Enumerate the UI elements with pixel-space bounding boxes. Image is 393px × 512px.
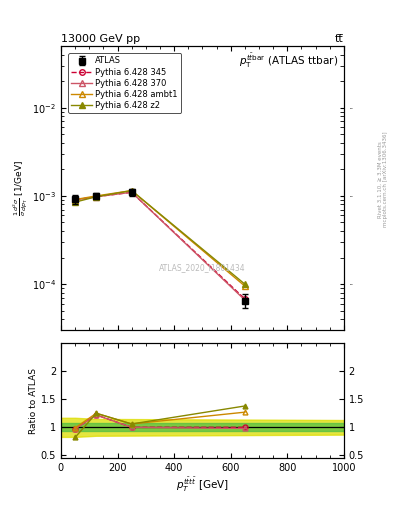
Pythia 6.428 370 [242,297,247,303]
Text: 13000 GeV pp: 13000 GeV pp [61,33,140,44]
Text: mcplots.cern.ch [arXiv:1306.3436]: mcplots.cern.ch [arXiv:1306.3436] [383,132,387,227]
Pythia 6.428 z2 [129,187,134,194]
Pythia 6.428 ambt1 [129,187,134,194]
X-axis label: $p^{t\bar{t}t\bar{t}}_T$ [GeV]: $p^{t\bar{t}t\bar{t}}_T$ [GeV] [176,476,229,494]
Pythia 6.428 z2 [242,281,247,287]
Y-axis label: $\frac{1}{\sigma}\frac{d^2\sigma}{dp_{\rm T}}$ [1/GeV]: $\frac{1}{\sigma}\frac{d^2\sigma}{dp_{\r… [12,160,31,216]
Pythia 6.428 ambt1 [94,193,99,199]
Pythia 6.428 z2 [94,194,99,200]
Pythia 6.428 ambt1 [242,283,247,289]
Text: ATLAS_2020_I1801434: ATLAS_2020_I1801434 [159,263,246,272]
Line: Pythia 6.428 345: Pythia 6.428 345 [72,189,248,302]
Pythia 6.428 345 [73,197,77,203]
Line: Pythia 6.428 z2: Pythia 6.428 z2 [72,187,248,287]
Y-axis label: Ratio to ATLAS: Ratio to ATLAS [29,368,38,434]
Pythia 6.428 z2 [73,199,77,205]
Pythia 6.428 370 [129,189,134,196]
Text: $p_{\rm T}^{t\bar{t}\rm bar}$ (ATLAS ttbar): $p_{\rm T}^{t\bar{t}\rm bar}$ (ATLAS ttb… [239,52,338,70]
Pythia 6.428 ambt1 [73,197,77,203]
Legend: ATLAS, Pythia 6.428 345, Pythia 6.428 370, Pythia 6.428 ambt1, Pythia 6.428 z2: ATLAS, Pythia 6.428 345, Pythia 6.428 37… [68,53,181,113]
Line: Pythia 6.428 ambt1: Pythia 6.428 ambt1 [72,187,248,289]
Pythia 6.428 345 [242,296,247,302]
Pythia 6.428 345 [94,194,99,200]
Line: Pythia 6.428 370: Pythia 6.428 370 [72,189,248,303]
Text: Rivet 3.1.10, ≥ 3.3M events: Rivet 3.1.10, ≥ 3.3M events [378,141,383,218]
Pythia 6.428 345 [129,189,134,196]
Text: tt̅: tt̅ [335,33,344,44]
Pythia 6.428 370 [94,194,99,200]
Pythia 6.428 370 [73,197,77,203]
